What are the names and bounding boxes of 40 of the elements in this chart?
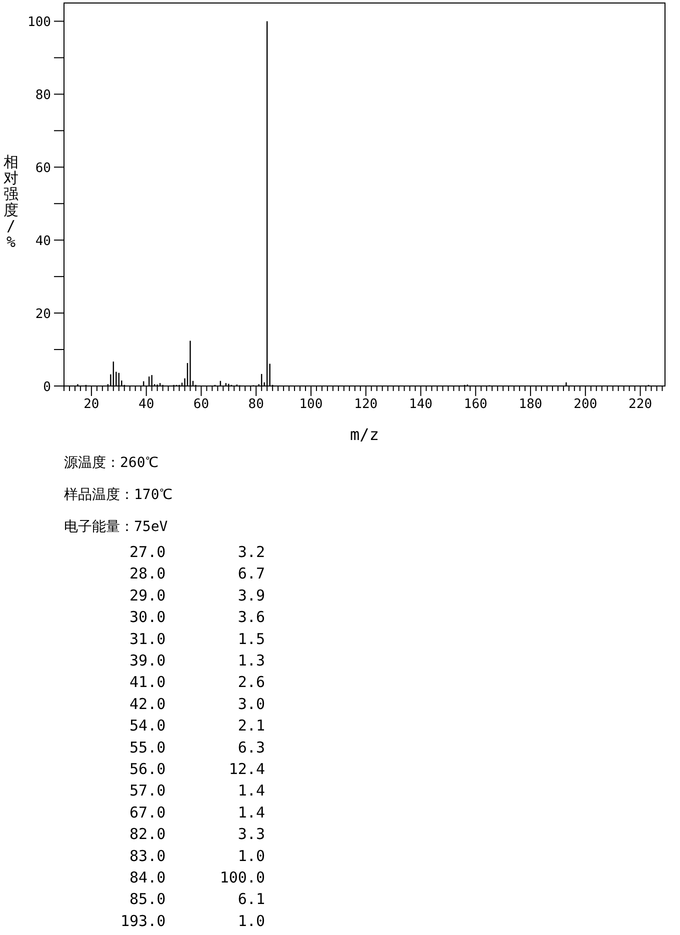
x-tick-label: 120 — [354, 397, 378, 412]
text: 源温度：260℃ — [64, 455, 158, 471]
x-tick-label: 140 — [409, 397, 432, 412]
text: 83.0 1.0 — [120, 846, 265, 865]
x-tick-label: 40 — [138, 397, 154, 412]
x-tick-label: 60 — [193, 397, 210, 412]
x-tick-label: 160 — [464, 397, 488, 412]
x-tick-label: 180 — [518, 397, 542, 412]
x-axis-title: m/z — [350, 425, 379, 444]
text: 55.0 6.3 — [120, 738, 265, 756]
text: 56.0 12.4 — [120, 760, 265, 778]
text: 电子能量：75eV — [64, 519, 168, 535]
text: 57.0 1.4 — [120, 782, 265, 800]
text: 54.0 2.1 — [120, 716, 265, 735]
text: 27.0 3.2 — [120, 543, 265, 561]
y-tick-label: 0 — [43, 380, 51, 395]
text: 84.0 100.0 — [120, 868, 265, 886]
text: 85.0 6.1 — [120, 890, 265, 908]
y-tick-label: 80 — [35, 88, 51, 104]
text: 39.0 1.3 — [120, 652, 265, 670]
y-axis-title: 相对强度/% — [4, 153, 18, 251]
text: 67.0 1.4 — [120, 803, 265, 822]
text: 31.0 1.5 — [120, 630, 265, 648]
text: 42.0 3.0 — [120, 694, 265, 713]
text: 29.0 3.9 — [120, 586, 265, 604]
y-tick-label: 20 — [35, 307, 51, 322]
text: 41.0 2.6 — [120, 673, 265, 692]
text: 28.0 6.7 — [120, 564, 265, 583]
x-tick-label: 200 — [574, 397, 598, 412]
text: 30.0 3.6 — [120, 608, 265, 626]
x-tick-label: 20 — [84, 397, 100, 412]
y-tick-label: 60 — [35, 161, 51, 176]
x-tick-label: 100 — [299, 397, 323, 412]
text: 82.0 3.3 — [120, 825, 265, 844]
y-tick-label: 40 — [35, 234, 51, 250]
x-tick-label: 220 — [628, 397, 652, 412]
x-tick-label: 80 — [248, 397, 264, 412]
text: 样品温度：170℃ — [64, 487, 172, 503]
text: 193.0 1.0 — [120, 912, 265, 930]
y-tick-label: 100 — [28, 15, 51, 30]
